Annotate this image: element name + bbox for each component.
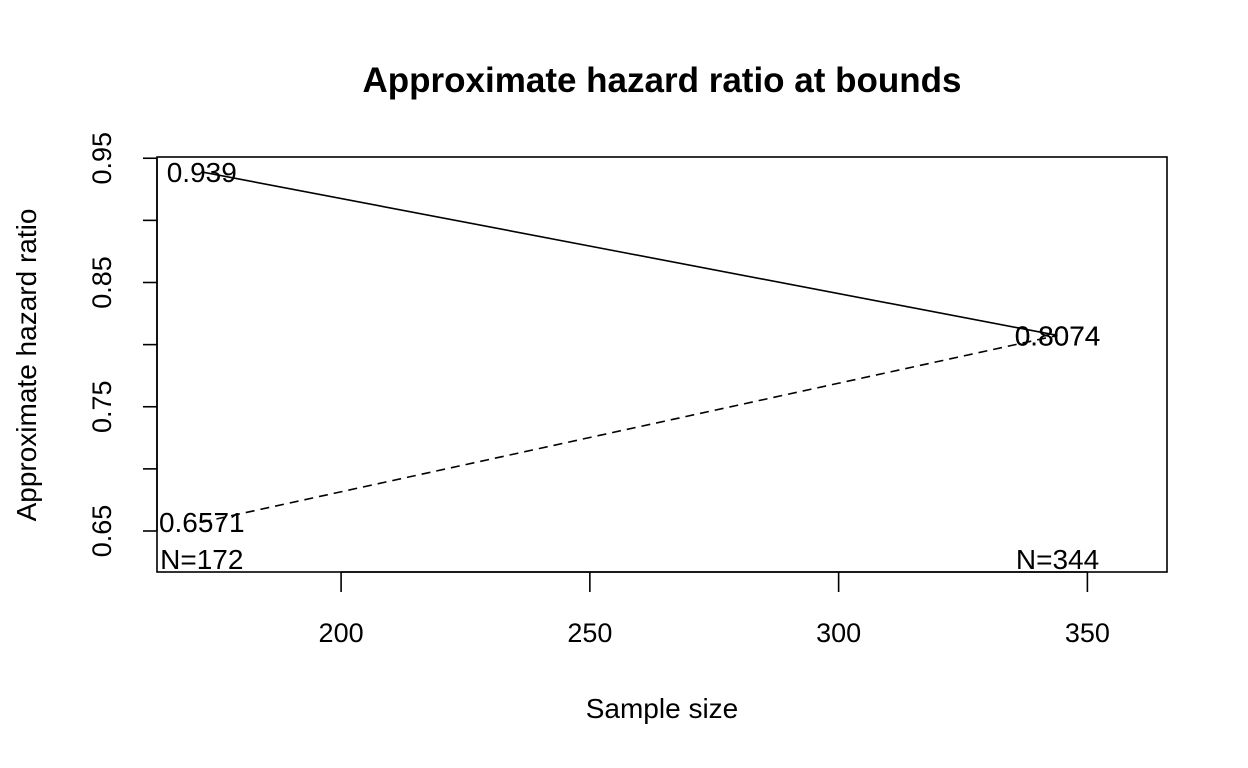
data-label: 0.939 bbox=[167, 157, 237, 188]
chart-title: Approximate hazard ratio at bounds bbox=[363, 61, 962, 100]
x-tick-label: 200 bbox=[319, 618, 364, 648]
sample-size-label: N=344 bbox=[1016, 544, 1099, 575]
x-tick-label: 250 bbox=[567, 618, 612, 648]
y-tick-label: 0.85 bbox=[87, 256, 117, 309]
y-axis-label: Approximate hazard ratio bbox=[11, 209, 42, 522]
upper-bound-line bbox=[201, 171, 1058, 337]
y-tick-label: 0.75 bbox=[87, 380, 117, 433]
data-label: 0.8074 bbox=[1015, 320, 1101, 351]
x-tick-label: 350 bbox=[1065, 618, 1110, 648]
x-tick-label: 300 bbox=[816, 618, 861, 648]
data-label: 0.8074 bbox=[1015, 320, 1101, 351]
y-axis: 0.65 0.75 0.85 0.95 bbox=[87, 132, 158, 558]
sample-size-label: N=172 bbox=[160, 544, 243, 575]
data-label: 0.6571 bbox=[159, 507, 245, 538]
x-axis-label: Sample size bbox=[586, 693, 739, 724]
plot-frame bbox=[156, 156, 1168, 573]
x-axis: 200 250 300 350 bbox=[319, 571, 1110, 648]
lower-bound-line bbox=[201, 334, 1058, 523]
y-tick-label: 0.95 bbox=[87, 132, 117, 185]
series-layer bbox=[201, 171, 1058, 523]
y-tick-label: 0.65 bbox=[87, 505, 117, 558]
